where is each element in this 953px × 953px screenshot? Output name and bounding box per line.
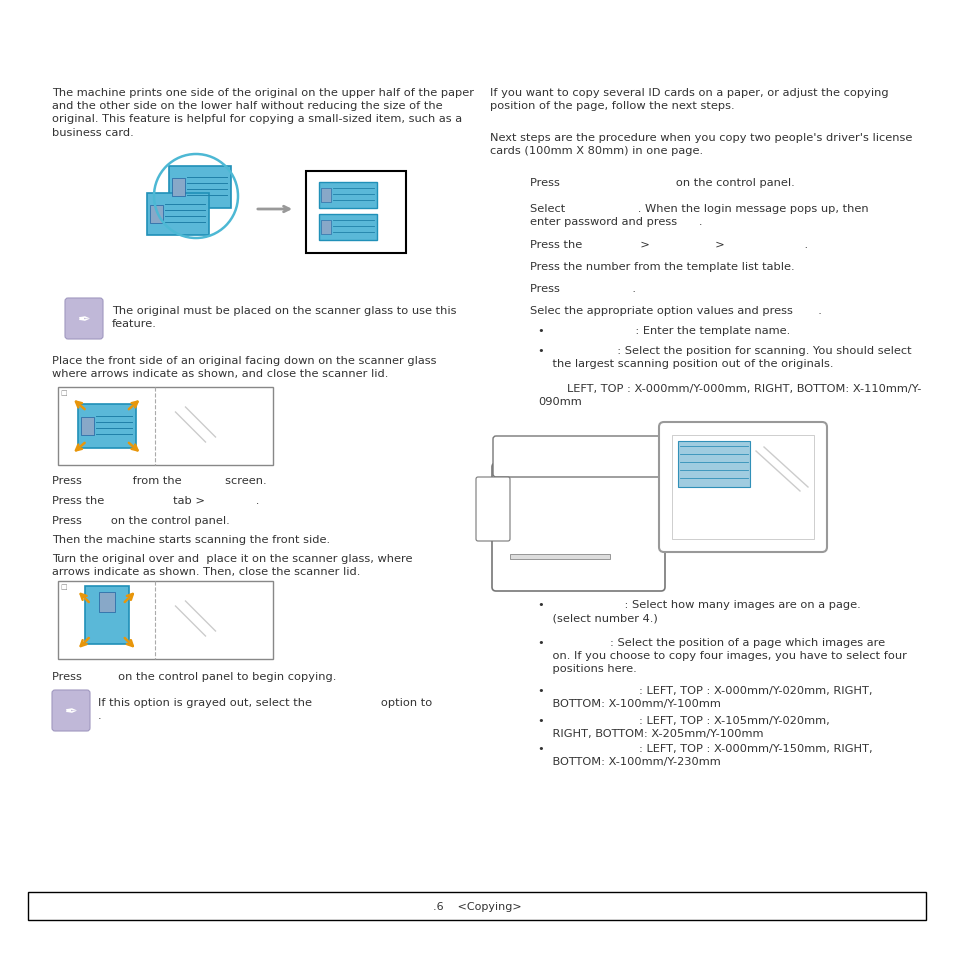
Text: Turn the original over and  place it on the scanner glass, where
arrows indicate: Turn the original over and place it on t… [52, 554, 412, 577]
Bar [99, 593, 114, 613]
Text: •                         : Enter the template name.: • : Enter the template name. [537, 326, 789, 335]
Text: □: □ [60, 390, 67, 395]
Text: The original must be placed on the scanner glass to use this
feature.: The original must be placed on the scann… [112, 306, 456, 329]
Text: Selec the appropriate option values and press       .: Selec the appropriate option values and … [530, 306, 821, 315]
Bar [320, 221, 331, 234]
Text: Press              from the            screen.: Press from the screen. [52, 476, 266, 485]
Text: •                          : LEFT, TOP : X-000mm/Y-150mm, RIGHT,
    BOTTOM: X-1: • : LEFT, TOP : X-000mm/Y-150mm, RIGHT, … [537, 743, 872, 766]
Text: Press                                on the control panel.: Press on the control panel. [530, 178, 794, 188]
FancyBboxPatch shape [52, 690, 90, 731]
Text: The machine prints one side of the original on the upper half of the paper
and t: The machine prints one side of the origi… [52, 88, 474, 137]
Bar [318, 183, 376, 209]
Bar [172, 179, 185, 196]
Bar [81, 417, 93, 436]
Bar [510, 555, 609, 559]
Text: If this option is grayed out, select the                   option to
.: If this option is grayed out, select the… [98, 698, 432, 720]
Text: Place the front side of an original facing down on the scanner glass
where arrow: Place the front side of an original faci… [52, 355, 436, 378]
Bar [77, 405, 135, 449]
Bar [58, 581, 273, 659]
FancyBboxPatch shape [659, 422, 826, 553]
Text: Press the number from the template list table.: Press the number from the template list … [530, 262, 794, 272]
Text: Press the                   tab >              .: Press the tab > . [52, 496, 259, 505]
FancyBboxPatch shape [476, 477, 510, 541]
Text: •                    : Select the position for scanning. You should select
    t: • : Select the position for scanning. Yo… [537, 346, 911, 369]
Text: Press          on the control panel to begin copying.: Press on the control panel to begin copy… [52, 671, 336, 681]
Bar [318, 214, 376, 241]
Text: ✒: ✒ [77, 312, 91, 327]
Bar [150, 206, 163, 224]
Text: □: □ [60, 583, 67, 589]
Bar [169, 167, 231, 209]
Text: •                      : Select how many images are on a page.
    (select numbe: • : Select how many images are on a page… [537, 599, 860, 622]
Bar [320, 189, 331, 203]
Text: Press        on the control panel.: Press on the control panel. [52, 516, 230, 525]
Text: Then the machine starts scanning the front side.: Then the machine starts scanning the fro… [52, 535, 330, 544]
Bar [671, 436, 813, 539]
FancyBboxPatch shape [65, 298, 103, 339]
Bar [28, 892, 925, 920]
Text: LEFT, TOP : X-000mm/Y-000mm, RIGHT, BOTTOM: X-110mm/Y-
090mm: LEFT, TOP : X-000mm/Y-000mm, RIGHT, BOTT… [537, 384, 921, 407]
Bar [58, 388, 273, 465]
Bar [678, 441, 749, 488]
FancyBboxPatch shape [492, 463, 664, 592]
Text: .6    <Copying>: .6 <Copying> [433, 901, 520, 911]
Text: •                  : Select the position of a page which images are
    on. If y: • : Select the position of a page which … [537, 638, 906, 674]
Text: ✒: ✒ [65, 703, 77, 719]
Bar [306, 172, 406, 253]
Text: Press                    .: Press . [530, 284, 636, 294]
FancyBboxPatch shape [493, 436, 663, 477]
Bar [85, 586, 129, 644]
Text: Press the                >                  >                      .: Press the > > . [530, 240, 807, 250]
Text: Next steps are the procedure when you copy two people's driver's license
cards (: Next steps are the procedure when you co… [490, 132, 911, 156]
Text: Select                    . When the login message pops up, then
enter password : Select . When the login message pops up,… [530, 204, 868, 227]
Text: •                          : LEFT, TOP : X-000mm/Y-020mm, RIGHT,
    BOTTOM: X-1: • : LEFT, TOP : X-000mm/Y-020mm, RIGHT, … [537, 685, 872, 708]
Bar [147, 193, 209, 235]
Text: •                          : LEFT, TOP : X-105mm/Y-020mm,
    RIGHT, BOTTOM: X-2: • : LEFT, TOP : X-105mm/Y-020mm, RIGHT, … [537, 716, 829, 739]
Text: If you want to copy several ID cards on a paper, or adjust the copying
position : If you want to copy several ID cards on … [490, 88, 887, 112]
